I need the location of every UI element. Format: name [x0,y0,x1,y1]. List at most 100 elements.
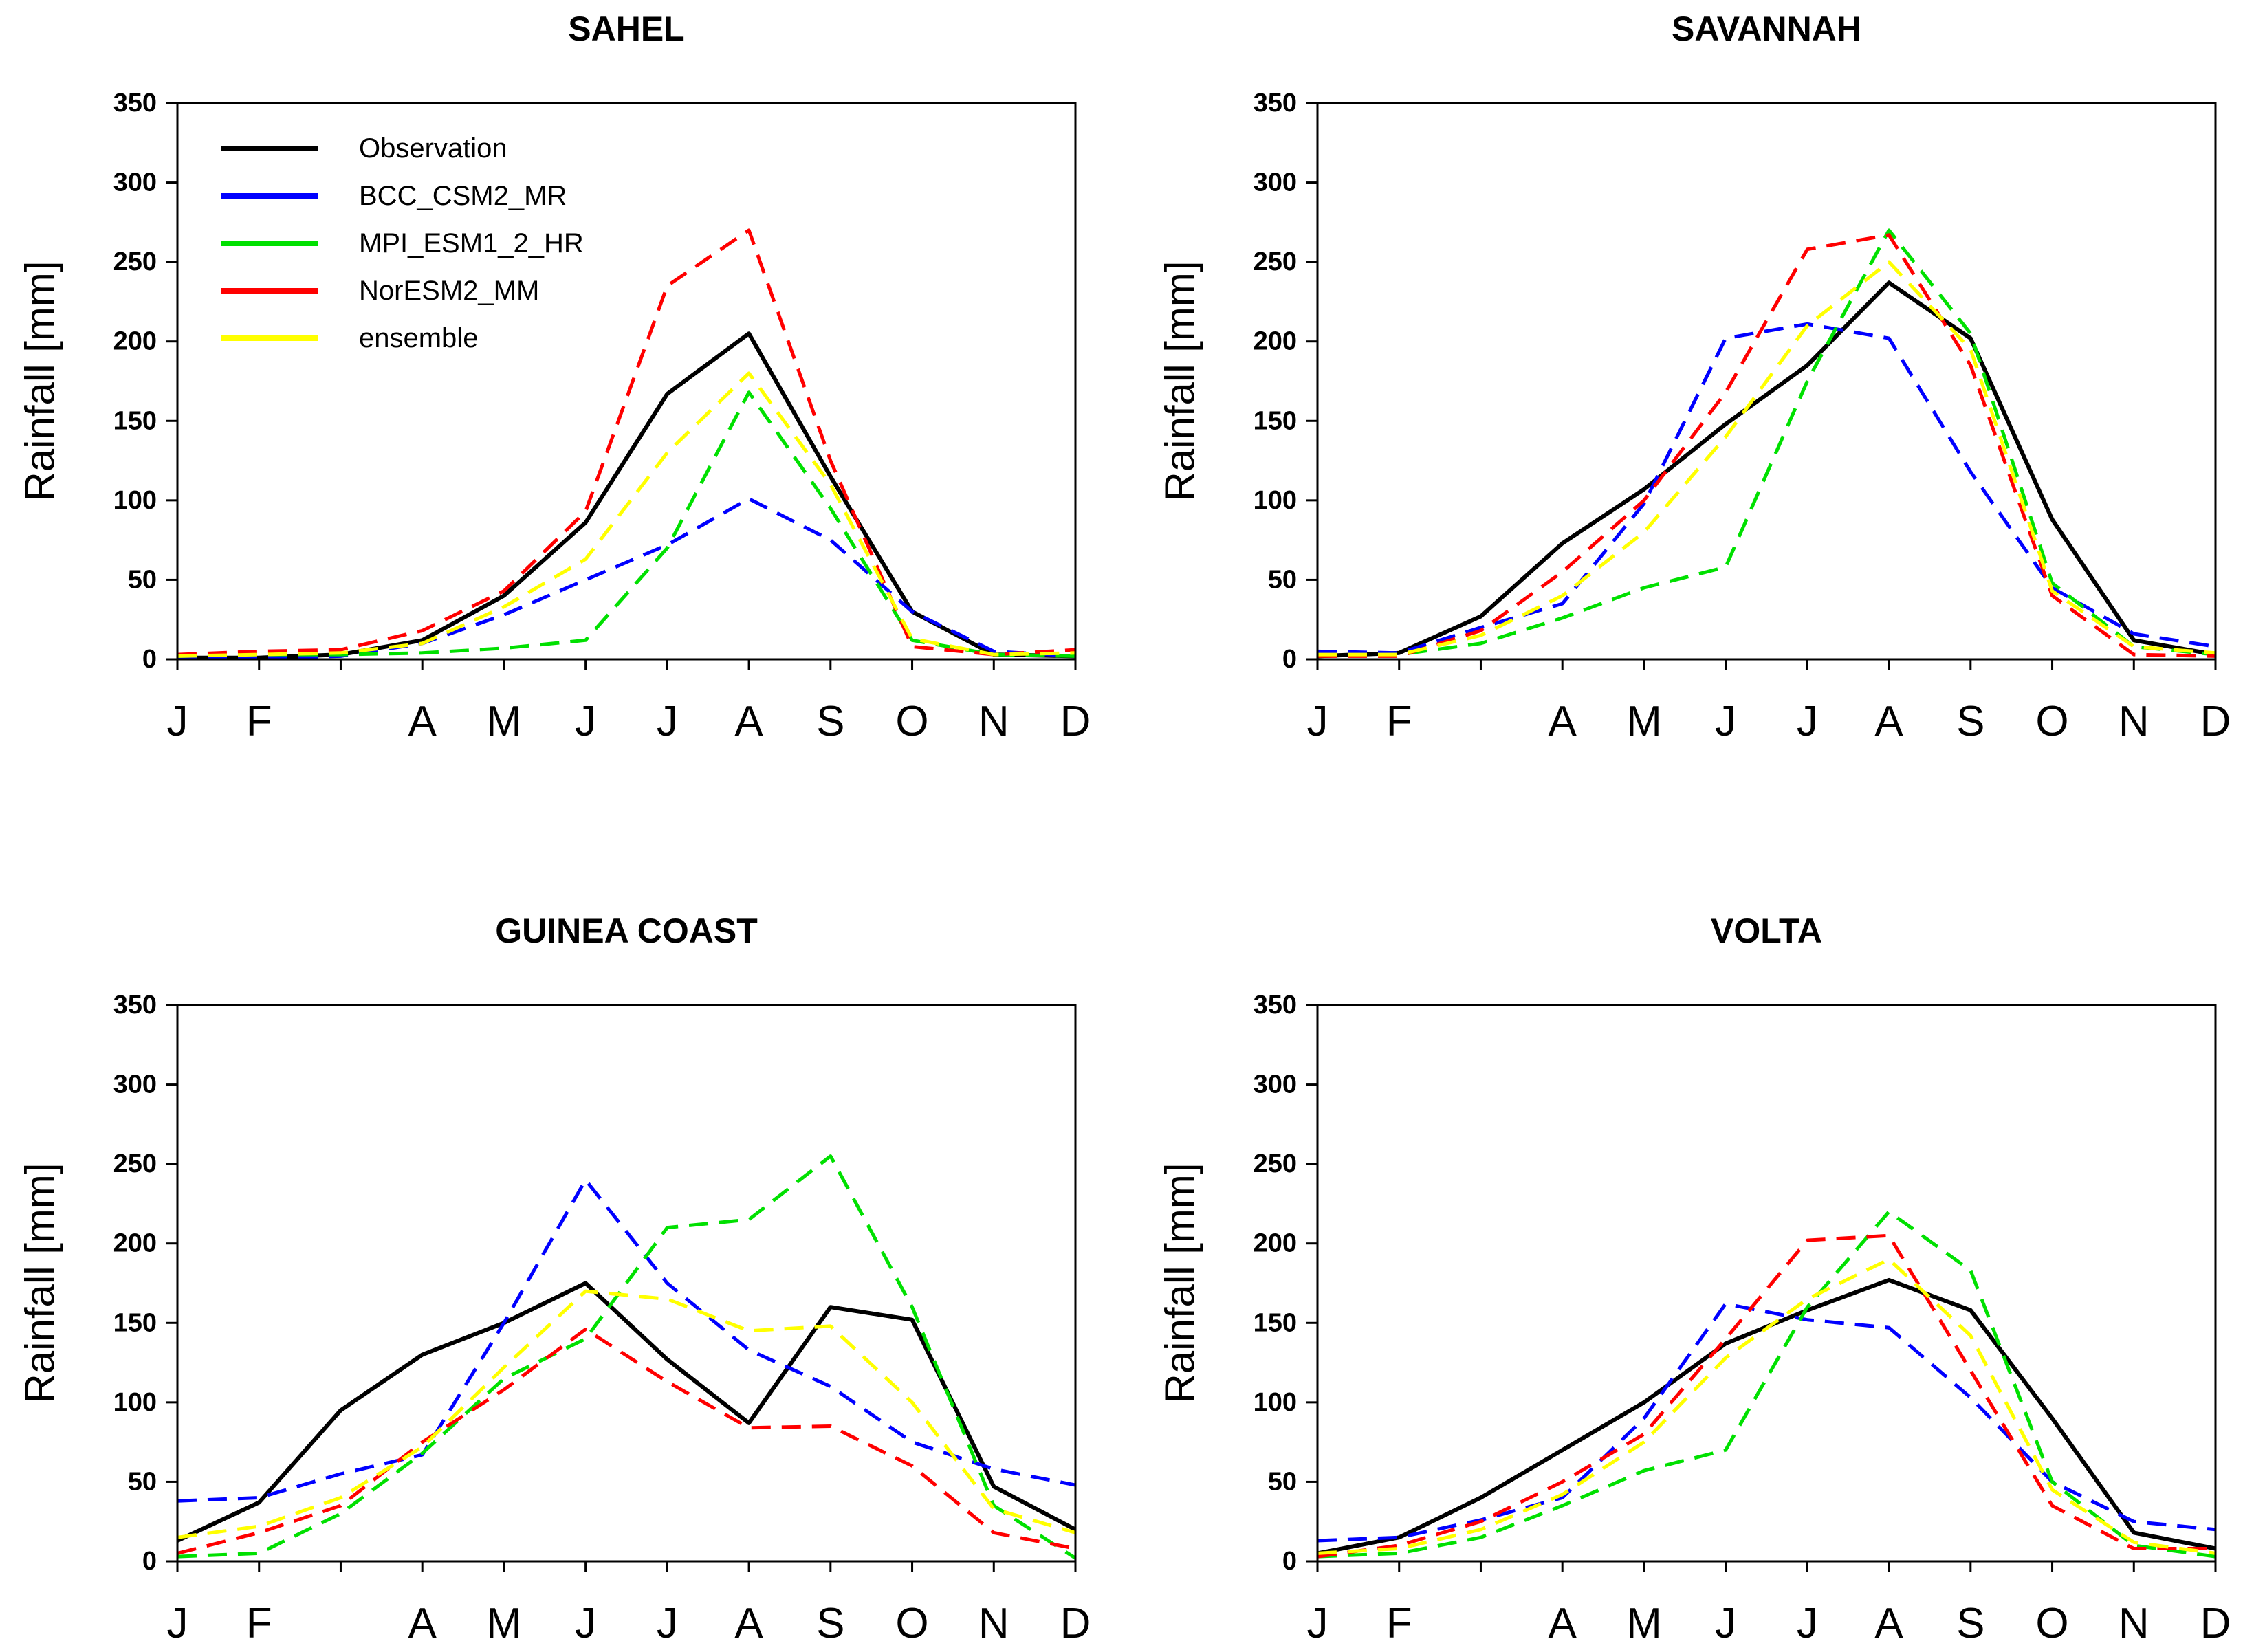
y-tick-label: 50 [128,565,157,594]
panel-title: SAVANNAH [1672,10,1861,48]
series-line-observation [177,331,1076,660]
legend-label-ensemble: ensemble [359,323,478,353]
x-tick-label: N [978,1600,1009,1647]
x-tick-label: A [1549,698,1577,745]
y-tick-label: 250 [1254,1149,1297,1178]
x-tick-label: O [2035,698,2068,745]
x-tick-label: O [895,1600,928,1647]
x-tick-label: F [246,1600,272,1647]
x-tick-label: D [2200,1600,2231,1647]
legend-label-observation: Observation [359,133,507,164]
series-line-noresm2-mm [177,228,1076,657]
series-line-observation [1317,280,2216,659]
series-line-bcc-csm2-mr [177,497,1076,660]
x-tick-label: N [978,698,1009,745]
x-tick-label: D [1060,1600,1091,1647]
y-tick-label: 100 [113,486,157,515]
y-axis-label: Rainfall [mm] [1157,1163,1203,1403]
panel-volta: VOLTA Rainfall [mm] 0 50 100 150 200 250 300 350 J… [1157,912,2231,1647]
x-tick-label: N [2119,698,2149,745]
y-tick-label: 200 [113,327,157,356]
y-axis-label: Rainfall [mm] [1157,261,1203,501]
legend-label-noresm2-mm: NorESM2_MM [359,276,539,306]
y-tick-label: 300 [1254,168,1297,197]
x-tick-label: J [575,698,596,745]
x-tick-label: J [1307,1600,1328,1647]
panel-title: GUINEA COAST [495,912,758,950]
y-tick-label: 200 [113,1229,157,1258]
y-axis-label: Rainfall [mm] [17,261,63,501]
x-tick-label: D [2200,698,2231,745]
y-tick-label: 100 [113,1388,157,1417]
panel-title: VOLTA [1711,912,1822,950]
x-tick-label: S [816,1600,844,1647]
x-tick-label: J [1797,1600,1818,1647]
series-line-mpi-esm1-2-hr [1317,228,2216,658]
legend: Observation BCC_CSM2_MR MPI_ESM1_2_HR NorES… [221,133,584,353]
x-tick-label: A [408,1600,437,1647]
y-tick-label: 100 [1254,486,1297,515]
plot-frame [1316,1004,2217,1563]
x-tick-label: F [1386,698,1412,745]
panel-title: SAHEL [568,10,684,48]
series-line-mpi-esm1-2-hr [1317,1210,2216,1559]
x-tick-label: S [1956,698,1984,745]
y-tick-label: 350 [113,89,157,118]
series-line-observation [176,1281,1077,1543]
panel-savannah: SAVANNAH Rainfall [mm] 0 50 100 150 200 250 300 3… [1157,10,2231,745]
x-tick-label: J [657,1600,678,1647]
y-tick-label: 0 [142,1547,157,1576]
y-tick-label: 350 [1254,89,1297,118]
legend-label-mpi-esm1-2-hr: MPI_ESM1_2_HR [359,228,584,258]
series-line-bcc-csm2-mr [177,1178,1076,1503]
x-tick-label: J [1715,698,1736,745]
y-tick-label: 150 [1254,1308,1297,1337]
x-tick-label: A [734,1600,763,1647]
x-tick-label: A [734,698,763,745]
y-tick-label: 0 [1282,645,1297,674]
x-tick-label: J [1307,698,1328,745]
x-tick-label: M [1626,1600,1662,1647]
series-line-ensemble [1317,1257,2216,1555]
y-tick-label: 150 [1254,406,1297,435]
y-tick-label: 250 [1254,247,1297,276]
y-tick-label: 50 [128,1467,157,1496]
x-tick-label: S [1956,1600,1984,1647]
y-tick-label: 300 [113,1070,157,1099]
series-line-bcc-csm2-mr [1317,1302,2216,1543]
y-tick-label: 50 [1268,565,1297,594]
series-line-mpi-esm1-2-hr [177,1154,1077,1560]
series-line-noresm2-mm [1317,1233,2215,1559]
x-tick-label: S [816,698,844,745]
plot-frame [176,102,1077,661]
legend-label-bcc-csm2-mr: BCC_CSM2_MR [359,181,567,211]
x-tick-label: A [1874,1600,1903,1647]
series-line-ensemble [177,371,1076,658]
y-tick-label: 200 [1254,1229,1297,1258]
series-line-ensemble [1317,260,2216,657]
y-tick-label: 100 [1254,1388,1297,1417]
y-tick-label: 0 [1282,1547,1297,1576]
x-tick-label: J [167,698,188,745]
y-tick-label: 350 [1254,991,1297,1020]
y-tick-label: 150 [113,406,157,435]
series-line-bcc-csm2-mr [1317,322,2216,655]
x-tick-label: O [895,698,928,745]
x-tick-label: M [486,698,522,745]
series-line-ensemble [177,1289,1076,1539]
x-tick-label: A [408,698,437,745]
y-tick-label: 150 [113,1308,157,1337]
x-tick-label: J [167,1600,188,1647]
x-tick-label: D [1060,698,1091,745]
y-tick-label: 0 [142,645,157,674]
x-tick-label: O [2035,1600,2068,1647]
x-tick-label: J [575,1600,596,1647]
x-tick-label: F [246,698,272,745]
x-tick-label: M [1626,698,1662,745]
y-tick-label: 50 [1268,1467,1297,1496]
x-tick-label: A [1874,698,1903,745]
plot-frame [176,1004,1077,1563]
panel-sahel: SAHEL Rainfall [mm] 0 50 100 150 200 250 300 350 J… [17,10,1091,745]
x-tick-label: M [486,1600,522,1647]
